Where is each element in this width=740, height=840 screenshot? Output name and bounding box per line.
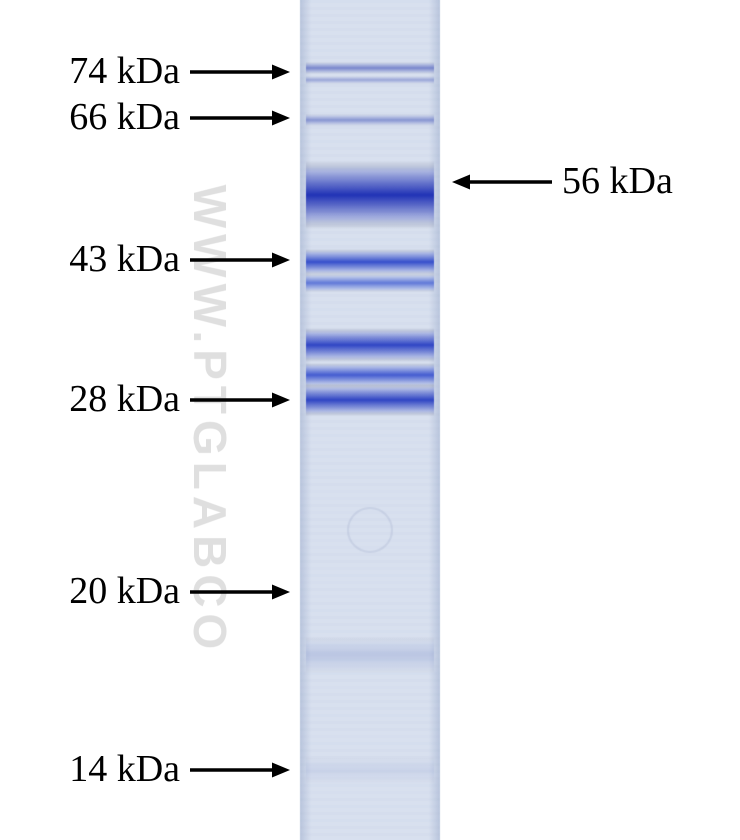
- marker-label-right: 56 kDa: [562, 159, 673, 203]
- marker-arrow: [188, 578, 310, 606]
- marker-label-left: 14 kDa: [69, 747, 180, 791]
- marker-arrow: [188, 104, 310, 132]
- marker-label-left: 43 kDa: [69, 237, 180, 281]
- marker-label-left: 28 kDa: [69, 377, 180, 421]
- marker-arrow: [188, 386, 310, 414]
- marker-arrow: [450, 168, 572, 196]
- marker-label-left: 74 kDa: [69, 49, 180, 93]
- marker-arrow: [188, 756, 310, 784]
- marker-label-left: 66 kDa: [69, 95, 180, 139]
- marker-arrow: [188, 246, 310, 274]
- marker-label-left: 20 kDa: [69, 569, 180, 613]
- marker-arrow: [188, 58, 310, 86]
